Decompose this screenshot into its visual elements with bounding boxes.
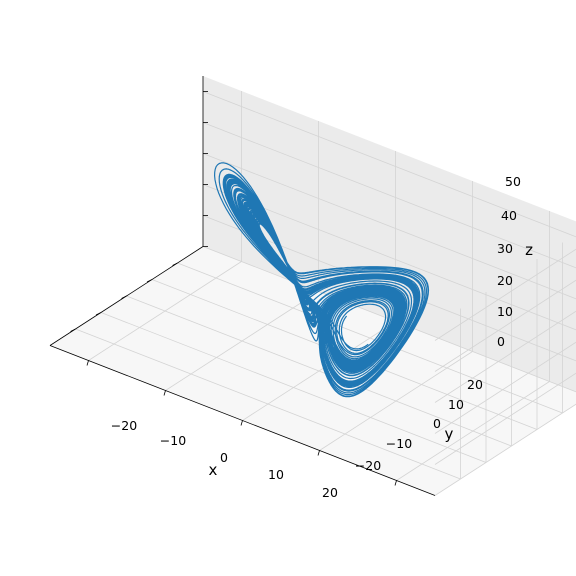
grid-line bbox=[202, 153, 576, 300]
floor-pane bbox=[50, 246, 576, 496]
z-tick-label: 50 bbox=[505, 174, 521, 189]
tick-marks bbox=[70, 91, 397, 486]
x-tick-label: 20 bbox=[322, 485, 338, 500]
x-tick-label: −10 bbox=[160, 433, 186, 448]
grid-line bbox=[202, 122, 576, 269]
y-tick-label: −20 bbox=[355, 458, 381, 473]
y-tick-mark bbox=[70, 328, 76, 332]
z-tick-label: 40 bbox=[501, 208, 517, 223]
grid-line bbox=[434, 403, 576, 496]
back-pane-right bbox=[203, 76, 576, 392]
grid-line bbox=[434, 341, 576, 434]
x-tick-label: −20 bbox=[111, 418, 137, 433]
grid-line bbox=[434, 279, 576, 372]
grid-line bbox=[75, 328, 461, 480]
z-tick-label: 20 bbox=[497, 273, 513, 288]
y-tick-mark bbox=[172, 262, 178, 266]
y-tick-mark bbox=[95, 312, 102, 316]
x-tick-mark bbox=[163, 390, 166, 396]
x-tick-mark bbox=[317, 450, 320, 456]
grid-line bbox=[126, 295, 512, 447]
z-tick-label: 30 bbox=[497, 241, 513, 256]
x-tick-label: 0 bbox=[220, 450, 228, 465]
x-tick-mark bbox=[240, 420, 243, 426]
y-tick-label: 20 bbox=[467, 377, 483, 392]
y-tick-labels: −20 −10 0 10 20 bbox=[355, 377, 483, 473]
y-tick-label: 0 bbox=[433, 416, 441, 431]
grid-line bbox=[202, 91, 576, 238]
z-axis-label: z bbox=[525, 241, 533, 259]
y-tick-mark bbox=[146, 279, 153, 283]
grid-line bbox=[202, 184, 576, 331]
grid-line bbox=[434, 248, 576, 341]
grid-line bbox=[100, 312, 487, 463]
x-tick-label: 10 bbox=[268, 467, 284, 482]
z-tick-labels: 0 10 20 30 40 50 bbox=[497, 174, 521, 349]
x-tick-labels: −20 −10 0 10 20 bbox=[111, 418, 338, 500]
x-tick-mark bbox=[394, 480, 397, 486]
grid-line bbox=[434, 310, 576, 403]
z-tick-label: 10 bbox=[497, 304, 513, 319]
attractor-plot bbox=[214, 162, 430, 398]
grid-line bbox=[177, 262, 563, 414]
x-tick-mark bbox=[86, 360, 89, 366]
grid-line bbox=[434, 372, 576, 465]
y-tick-label: 10 bbox=[448, 397, 464, 412]
x-axis-label: x bbox=[209, 461, 218, 479]
y-tick-label: −10 bbox=[386, 436, 412, 451]
y-tick-mark bbox=[121, 295, 127, 299]
z-tick-label: 0 bbox=[497, 334, 505, 349]
y-axis-label: y bbox=[445, 425, 454, 443]
attractor-line bbox=[214, 162, 430, 398]
